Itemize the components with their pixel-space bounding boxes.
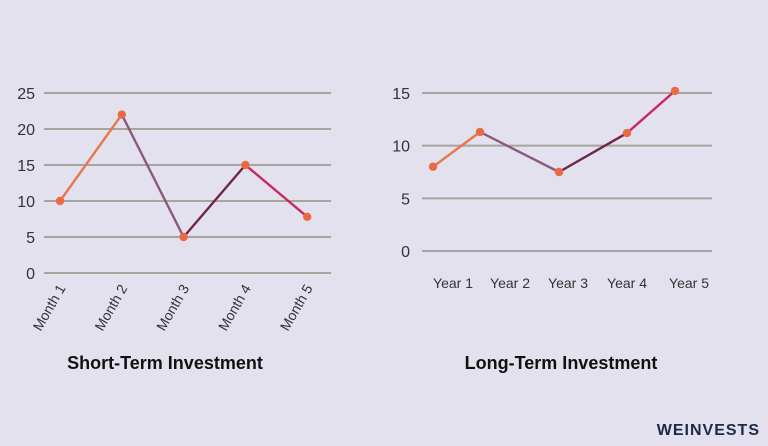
short-term-line-segment-2 [120, 113, 185, 239]
short-term-point-1 [55, 196, 65, 206]
short-term-xtick-label-4: Month 4 [215, 281, 254, 333]
short-term-ytick-label-0: 0 [26, 266, 35, 283]
short-term-xtick-label-2: Month 2 [91, 281, 130, 333]
long-term-xtick-label-2: Year 2 [490, 275, 530, 291]
long-term-ytick-label-0: 0 [401, 244, 410, 261]
short-term-ytick-label-25: 25 [17, 86, 35, 103]
short-term-ytick-label-20: 20 [17, 122, 35, 139]
long-term-xtick-label-4: Year 4 [607, 275, 647, 291]
long-term-ytick-label-10: 10 [392, 139, 410, 156]
long-term-line-segment-2 [478, 130, 561, 174]
short-term-point-3 [179, 232, 188, 242]
weinvests-logo: WEINVESTS [656, 422, 760, 439]
long-term-line-segment-1 [431, 130, 482, 168]
short-term-chart: 0 5 10 15 20 25 Month 1 Month 2 Month 3 Month 4 Mo… [17, 86, 331, 373]
long-term-point-1 [428, 162, 438, 171]
short-term-point-4 [241, 160, 250, 170]
long-term-xtick-label-5: Year 5 [669, 275, 709, 291]
long-term-line-segment-3 [557, 131, 629, 174]
long-term-ytick-label-15: 15 [392, 86, 410, 103]
short-term-ytick-label-5: 5 [26, 230, 35, 247]
short-term-xtick-label-1: Month 1 [29, 281, 68, 333]
long-term-ytick-label-5: 5 [401, 191, 410, 208]
short-term-line-segment-1 [58, 113, 124, 203]
short-term-point-5 [303, 212, 312, 222]
long-term-point-5 [670, 86, 680, 96]
long-term-xtick-label-1: Year 1 [433, 275, 473, 291]
short-term-ytick-label-15: 15 [17, 158, 35, 175]
short-term-line-segment-4 [244, 163, 309, 219]
short-term-chart-title: Short-Term Investment [67, 353, 263, 373]
long-term-chart: 0 5 10 15 Year 1 Year 2 Year 3 Year 4 Year 5 Long… [392, 86, 712, 373]
short-term-xtick-label-5: Month 5 [277, 281, 316, 333]
short-term-xtick-label-3: Month 3 [153, 281, 192, 333]
long-term-point-4 [622, 128, 632, 138]
long-term-line-segment-4 [625, 89, 677, 135]
long-term-point-2 [475, 127, 485, 137]
short-term-point-2 [117, 110, 127, 119]
short-term-ytick-label-10: 10 [17, 194, 35, 211]
long-term-xtick-label-3: Year 3 [548, 275, 588, 291]
long-term-point-3 [554, 167, 564, 177]
short-term-line-segment-3 [182, 163, 247, 239]
long-term-chart-title: Long-Term Investment [465, 353, 658, 373]
